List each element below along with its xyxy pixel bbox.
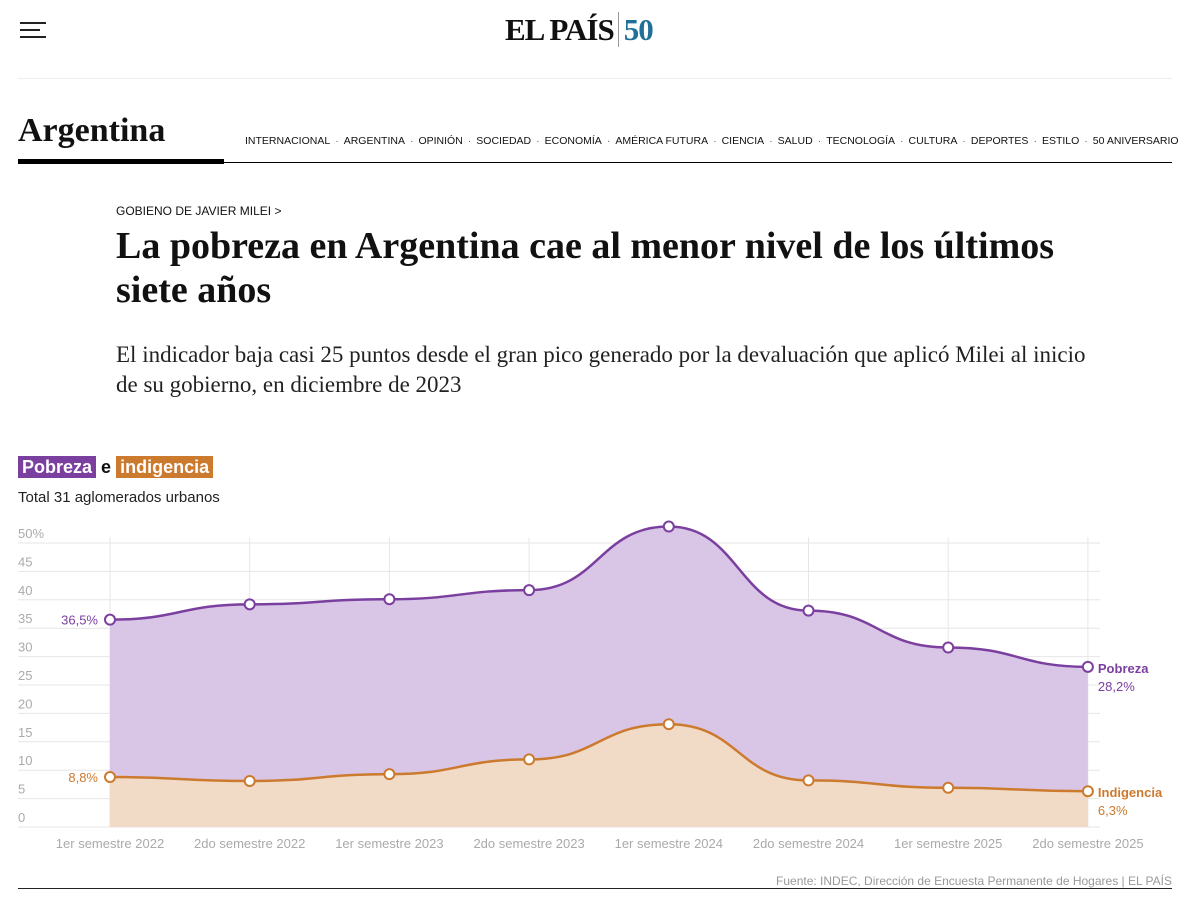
headline: La pobreza en Argentina cae al menor niv… xyxy=(116,225,1055,311)
data-point xyxy=(383,593,396,606)
x-tick-label: 1er semestre 2022 xyxy=(56,836,164,851)
data-point xyxy=(243,774,256,787)
end-value-label: 6,3% xyxy=(1098,803,1128,818)
nav-separator: · xyxy=(1084,135,1088,147)
section-underline xyxy=(18,159,224,164)
divider xyxy=(18,162,1172,163)
data-point xyxy=(523,584,536,597)
nav-separator: · xyxy=(467,135,472,147)
end-value-label: 28,2% xyxy=(1098,679,1135,694)
y-tick-label: 40 xyxy=(18,583,32,598)
x-tick-label: 1er semestre 2023 xyxy=(335,836,443,851)
x-tick-label: 2do semestre 2024 xyxy=(753,836,864,851)
data-point xyxy=(104,613,116,626)
nav-item[interactable]: INTERNACIONAL xyxy=(245,135,331,147)
nav-separator: · xyxy=(536,135,540,147)
data-point xyxy=(942,641,955,654)
y-tick-label: 10 xyxy=(18,753,32,768)
divider xyxy=(18,78,1172,79)
x-tick-label: 1er semestre 2025 xyxy=(894,836,1002,851)
title-indigencia: indigencia xyxy=(116,456,214,478)
section-nav: INTERNACIONAL · ARGENTINA · OPINIÓN · SOCIEDAD… xyxy=(245,135,1179,147)
data-point xyxy=(802,774,815,787)
data-point xyxy=(1081,785,1094,798)
area-indigencia xyxy=(110,724,1088,827)
data-point xyxy=(523,753,536,766)
x-tick-label: 2do semestre 2025 xyxy=(1032,836,1143,851)
logo-text: EL PAÍS xyxy=(505,12,615,47)
nav-separator: · xyxy=(817,135,822,147)
data-point xyxy=(1081,660,1094,673)
nav-separator: · xyxy=(1033,135,1037,147)
divider xyxy=(18,888,1172,889)
nav-separator: · xyxy=(335,135,339,147)
nav-item[interactable]: 50 ANIVERSARIO xyxy=(1092,135,1179,147)
nav-item[interactable]: SALUD xyxy=(777,135,813,147)
nav-item[interactable]: SOCIEDAD xyxy=(476,135,532,147)
y-tick-label: 25 xyxy=(18,668,32,683)
nav-item[interactable]: ESTILO xyxy=(1041,135,1080,147)
area-pobreza xyxy=(110,526,1088,827)
nav-item[interactable]: ECONOMÍA xyxy=(544,135,602,147)
data-point xyxy=(104,771,116,784)
logo-badge: 50 xyxy=(617,12,654,47)
start-value-label: 36,5% xyxy=(61,613,98,628)
data-point xyxy=(662,718,675,731)
nav-separator: · xyxy=(409,135,414,147)
y-tick-label: 15 xyxy=(18,725,32,740)
data-point xyxy=(942,781,955,794)
chart-subtitle: Total 31 aglomerados urbanos xyxy=(18,489,220,506)
nav-separator: · xyxy=(769,135,773,147)
data-point xyxy=(383,768,396,781)
y-tick-label: 5 xyxy=(18,782,25,797)
y-tick-label: 35 xyxy=(18,611,32,626)
start-value-label: 8,8% xyxy=(68,770,98,785)
section-title[interactable]: Argentina xyxy=(18,112,166,149)
y-tick-label: 50% xyxy=(18,526,44,541)
line-indigencia xyxy=(109,722,1088,793)
menu-icon[interactable] xyxy=(20,22,46,43)
chart-source: Fuente: INDEC, Dirección de Encuesta Per… xyxy=(776,874,1172,888)
nav-item[interactable]: TECNOLOGÍA xyxy=(826,135,896,147)
data-point xyxy=(802,604,815,617)
data-point xyxy=(243,598,256,611)
x-tick-label: 2do semestre 2023 xyxy=(473,836,584,851)
el-pais-logo[interactable]: EL PAÍS 50 xyxy=(505,12,654,48)
nav-separator: · xyxy=(713,135,717,147)
y-tick-label: 45 xyxy=(18,554,32,569)
nav-item[interactable]: CULTURA xyxy=(908,135,958,147)
y-tick-label: 20 xyxy=(18,696,32,711)
kicker[interactable]: GOBIENO DE JAVIER MILEI > xyxy=(116,204,282,218)
nav-item[interactable]: AMÉRICA FUTURA xyxy=(615,135,709,147)
series-name-label: Indigencia xyxy=(1098,785,1163,800)
nav-item[interactable]: OPINIÓN xyxy=(418,135,463,147)
y-tick-label: 30 xyxy=(18,640,32,655)
series-name-label: Pobreza xyxy=(1098,661,1149,676)
chart-title: Pobreza e indigencia xyxy=(18,456,214,478)
nav-item[interactable]: ARGENTINA xyxy=(343,135,405,147)
title-conjunction: e xyxy=(101,457,112,477)
x-tick-label: 1er semestre 2024 xyxy=(615,836,723,851)
kicker-label: GOBIENO DE JAVIER MILEI xyxy=(116,204,272,218)
nav-separator: · xyxy=(606,135,611,147)
subheadline: El indicador baja casi 25 puntos desde e… xyxy=(116,342,1086,397)
chevron-right-icon: > xyxy=(274,204,282,218)
nav-item[interactable]: DEPORTES xyxy=(970,135,1029,147)
nav-separator: · xyxy=(962,135,966,147)
data-point xyxy=(662,520,675,533)
nav-item[interactable]: CIENCIA xyxy=(721,135,765,147)
line-pobreza xyxy=(109,525,1088,669)
y-tick-label: 0 xyxy=(18,810,25,825)
nav-separator: · xyxy=(900,135,904,147)
x-tick-label: 2do semestre 2022 xyxy=(194,836,305,851)
title-pobreza: Pobreza xyxy=(18,456,97,478)
